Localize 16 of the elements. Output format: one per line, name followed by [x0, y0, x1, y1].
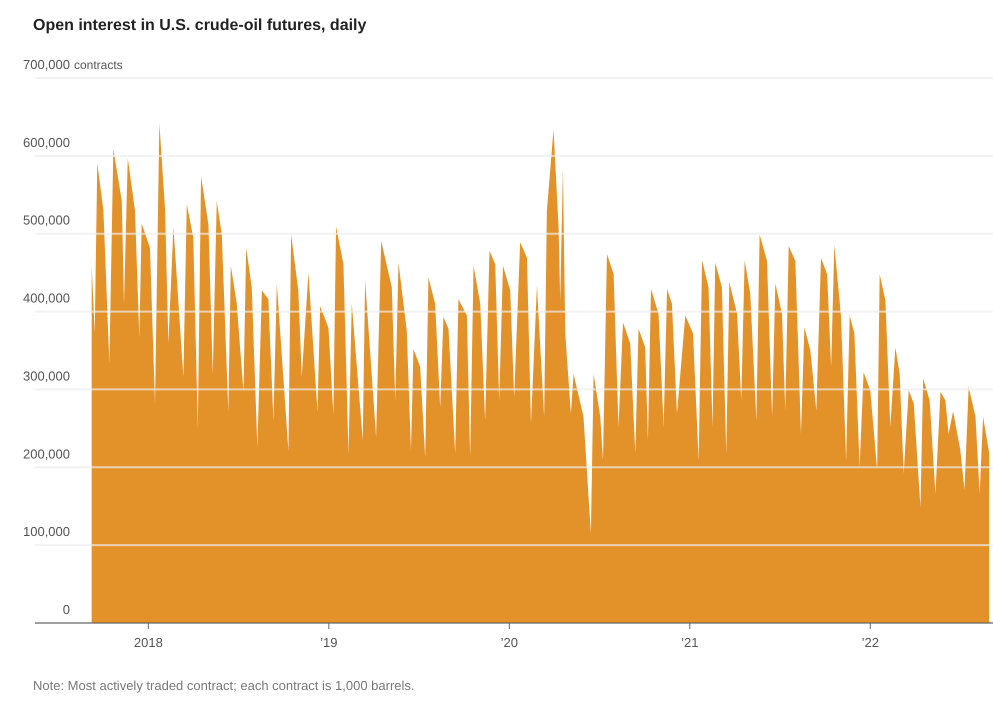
x-tick-label: ’20 — [500, 635, 518, 650]
y-tick-label: 100,000 — [23, 524, 70, 540]
text: Note: Most actively traded contract; each contract is 1,000 barrels. — [33, 678, 415, 693]
y-tick-label: 500,000 — [23, 212, 70, 228]
x-tick-label: ’22 — [862, 635, 879, 650]
chart-title: Open interest in U.S. crude-oil futures, daily — [33, 17, 366, 34]
x-tick-label: ’19 — [320, 635, 338, 650]
x-tick-label: 2018 — [134, 635, 163, 650]
y-tick-label: 300,000 — [23, 368, 70, 384]
y-tick-label: 700,000 — [23, 57, 70, 72]
x-tick-label: ’21 — [681, 635, 698, 650]
y-tick-label: 400,000 — [23, 290, 70, 306]
y-tick-label: 200,000 — [23, 446, 70, 462]
y-axis-title: contracts — [74, 58, 123, 72]
y-tick-label: 600,000 — [23, 134, 70, 150]
y-tick-label: 0 — [62, 602, 70, 617]
